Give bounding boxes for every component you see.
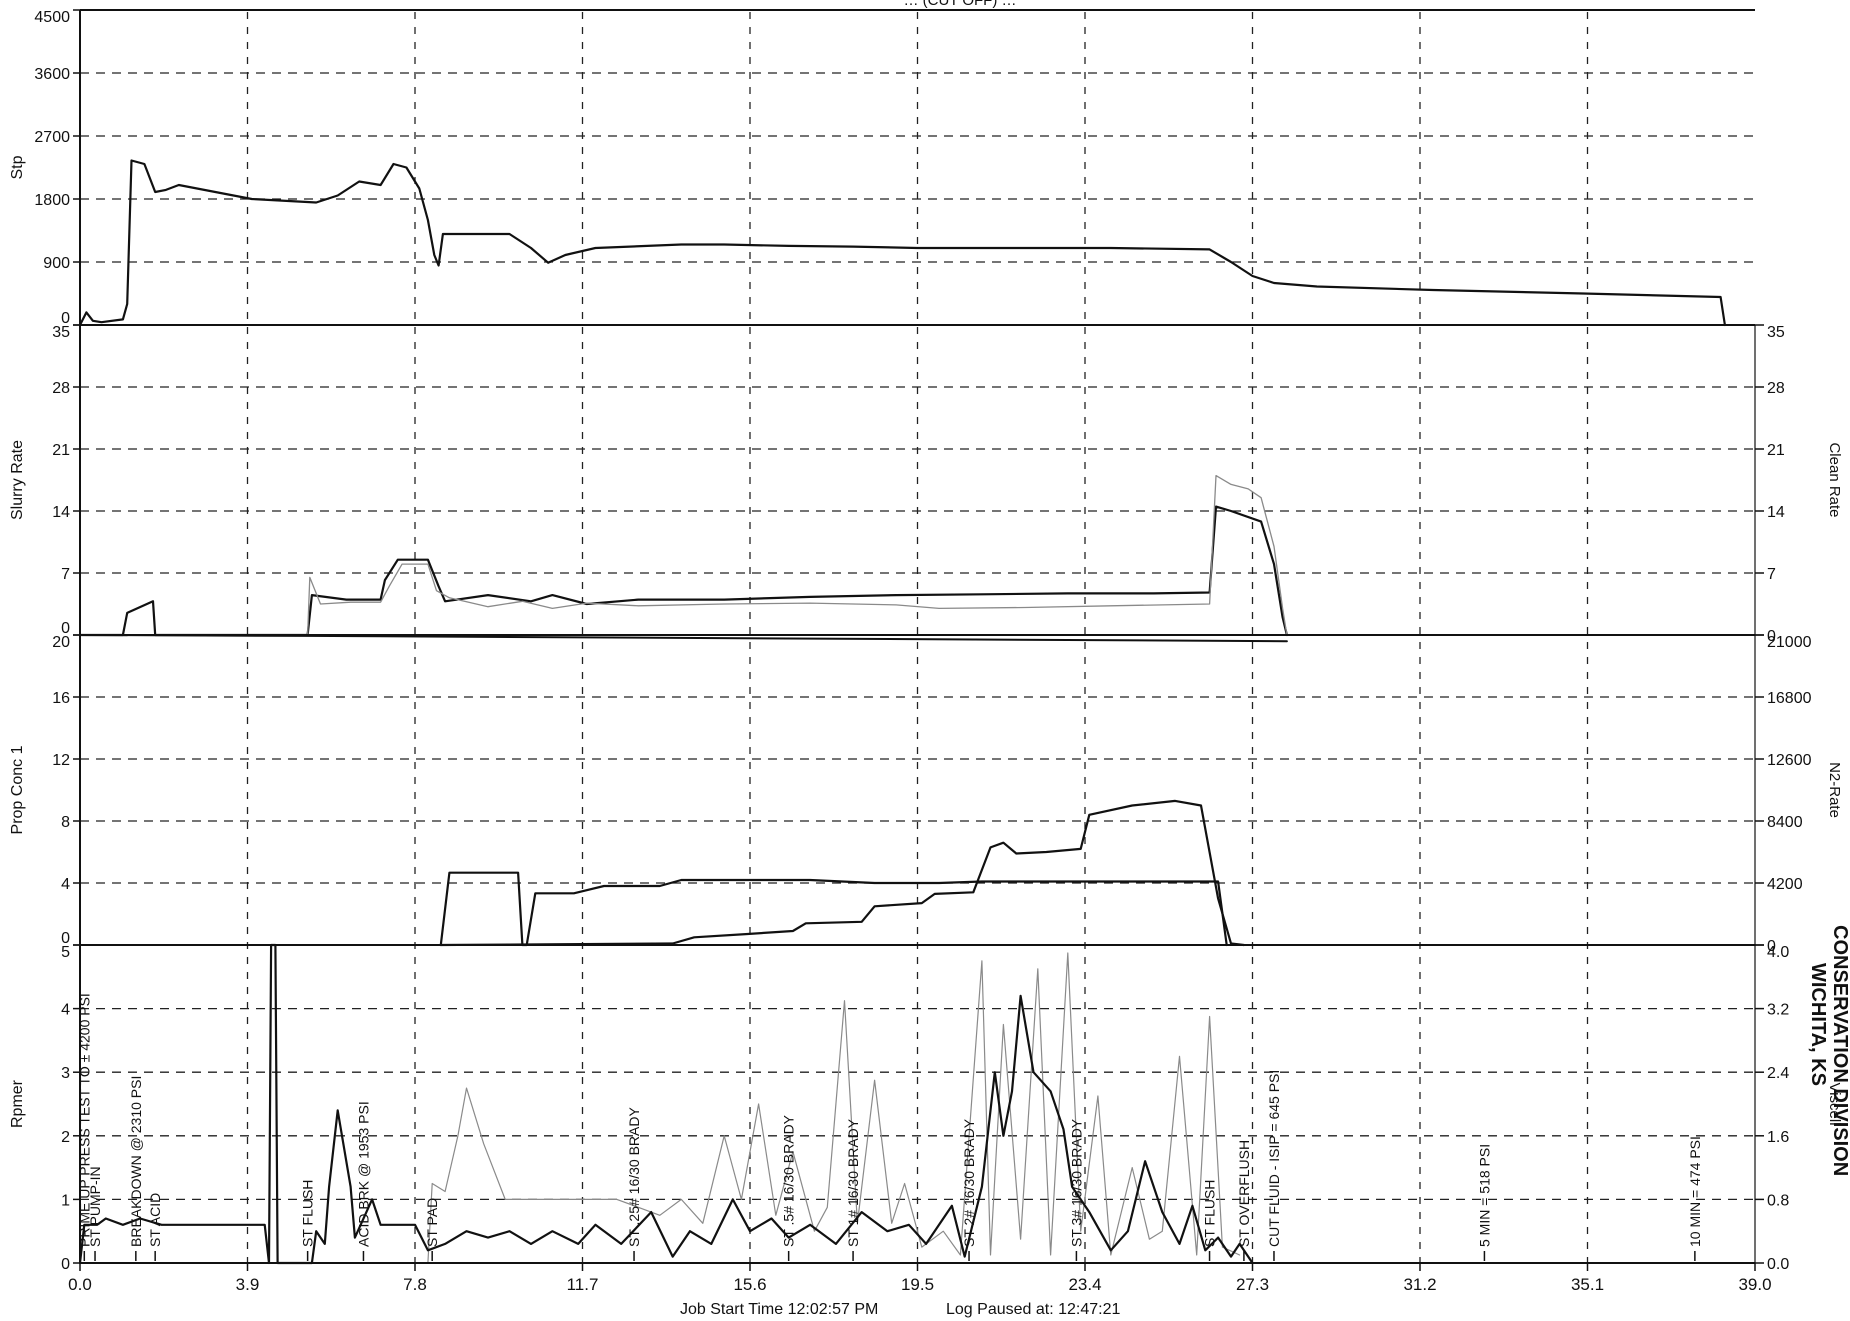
x-tick-label: 19.5 <box>901 1275 934 1294</box>
prop-left-tick-label: 4 <box>61 876 70 893</box>
prop-left-axis-label: Prop Conc 1 <box>9 745 26 834</box>
rpmer-left-tick-label: 1 <box>61 1192 70 1209</box>
rate-right-tick-label: 14 <box>1767 504 1785 521</box>
rate-right-axis-label: Clean Rate <box>1826 442 1843 517</box>
rate-right-tick-label: 35 <box>1767 324 1785 341</box>
prop-right-tick-label: 8400 <box>1767 814 1803 831</box>
stp-left-tick-label: 1800 <box>34 192 70 209</box>
stamp-line-1: CONSERVATION DIVISION <box>1829 925 1850 1176</box>
rate-right-tick-label: 0 <box>1767 628 1776 645</box>
rpmer-right-tick-label: 4.0 <box>1767 944 1789 961</box>
stage-annotation: ST FLUSH <box>1202 1180 1218 1247</box>
prop-right-axis-label: N2-Rate <box>1826 762 1843 818</box>
received-stamp: CONSERVATION DIVISION WICHITA, KS <box>1807 925 1850 1176</box>
stage-annotation: 10 MIN = 474 PSI <box>1687 1136 1703 1247</box>
stage-annotation: ST .25# 16/30 BRADY <box>626 1107 642 1247</box>
stp-left-tick-label: 3600 <box>34 66 70 83</box>
stage-annotation: ACID BRK @ 1953 PSI <box>355 1101 371 1247</box>
prop-right-tick-label: 21000 <box>1767 634 1812 651</box>
prop-right-tick-label: 12600 <box>1767 752 1812 769</box>
stp-series-line <box>78 159 1726 327</box>
rate-right-tick-label: 28 <box>1767 380 1785 397</box>
stage-annotation: ST FLUSH <box>300 1180 316 1247</box>
chart-title: … (CUT OFF) … <box>903 0 1016 9</box>
x-tick-label: 31.2 <box>1403 1275 1436 1294</box>
stage-annotation: ST .5# 16/30 BRADY <box>781 1114 797 1247</box>
prop-left-tick-label: 8 <box>61 814 70 831</box>
rpmer-right-tick-label: 0.8 <box>1767 1192 1789 1209</box>
grid-layer <box>80 12 1755 1263</box>
rpmer-right-tick-label: 1.6 <box>1767 1129 1789 1146</box>
rpmer-left-axis-label: Rpmer <box>9 1079 26 1128</box>
rpmer-left-tick-label: 4 <box>61 1002 70 1019</box>
stage-annotation: ST OVERFLUSH <box>1236 1140 1252 1247</box>
stp-left-tick-label: 2700 <box>34 129 70 146</box>
rate-right-tick-label: 7 <box>1767 566 1776 583</box>
prop-right-tick-label: 0 <box>1767 938 1776 955</box>
rate-left-tick-label: 21 <box>52 442 70 459</box>
x-tick-label: 15.6 <box>733 1275 766 1294</box>
prop-left-tick-label: 16 <box>52 690 70 707</box>
prop-left-tick-label: 20 <box>52 634 70 651</box>
prop-right-tick-label: 16800 <box>1767 690 1812 707</box>
prop-series-n2-rate <box>439 871 1228 947</box>
rpmer-right-axis-label: Viscell <box>1826 1082 1843 1125</box>
stage-annotation: ST ACID <box>147 1193 163 1247</box>
rate-left-tick-label: 0 <box>61 620 70 637</box>
log-paused-time: Log Paused at: 12:47:21 <box>946 1301 1120 1318</box>
stp-left-tick-label: 4500 <box>34 9 70 26</box>
rpmer-left-tick-label: 5 <box>61 944 70 961</box>
x-tick-label: 7.8 <box>403 1275 427 1294</box>
prop-right-tick-label: 4200 <box>1767 876 1803 893</box>
rpmer-series-viscell <box>427 952 1241 1264</box>
rpmer-left-tick-label: 2 <box>61 1129 70 1146</box>
rpmer-right-tick-label: 2.4 <box>1767 1065 1789 1082</box>
rpmer-right-tick-label: 0.0 <box>1767 1256 1789 1273</box>
axis-layer: 0.0 3.9 7.8 11.7 15.6 19.5 23.4 27.3 31.2 35.1 39.… <box>9 9 1843 1294</box>
rpmer-right-tick-label: 3.2 <box>1767 1002 1789 1019</box>
rate-left-tick-label: 7 <box>61 566 70 583</box>
stage-annotation: ST 1# 16/30 BRADY <box>845 1118 861 1247</box>
rpmer-left-tick-label: 3 <box>61 1065 70 1082</box>
stp-left-axis-label: Stp <box>9 155 26 179</box>
x-tick-label: 0.0 <box>68 1275 92 1294</box>
stage-annotation: ST PAD <box>424 1198 440 1247</box>
rpmer-series-rpmer <box>78 943 1254 1265</box>
stage-annotation: CUT FLUID - ISIP = 645 PSI <box>1266 1070 1282 1247</box>
prop-left-tick-label: 12 <box>52 752 70 769</box>
stage-annotation: ST 3# 16/30 BRADY <box>1068 1118 1084 1247</box>
x-tick-label: 11.7 <box>567 1275 599 1294</box>
stage-annotation: ST PUMP-IN <box>87 1166 103 1247</box>
rate-left-tick-label: 14 <box>52 504 70 521</box>
stp-left-tick-label: 0 <box>61 310 70 327</box>
prop-left-tick-label: 0 <box>61 930 70 947</box>
rate-series-clean-rate <box>306 474 1288 636</box>
stage-annotation: ST 2# 16/30 BRADY <box>961 1118 977 1247</box>
rate-left-tick-label: 28 <box>52 380 70 397</box>
x-tick-label: 39.0 <box>1738 1275 1771 1294</box>
rate-left-tick-label: 35 <box>52 324 70 341</box>
x-tick-label: 23.4 <box>1068 1275 1101 1294</box>
stp-left-tick-label: 900 <box>43 255 70 272</box>
prop-series-prop-conc-1 <box>439 799 1245 947</box>
stage-annotation: 5 MIN = 518 PSI <box>1476 1144 1492 1247</box>
rpmer-left-tick-label: 0 <box>61 1256 70 1273</box>
rate-left-axis-label: Slurry Rate <box>9 440 26 520</box>
x-tick-label: 3.9 <box>236 1275 260 1294</box>
x-tick-label: 35.1 <box>1571 1275 1604 1294</box>
rate-series-slurry-rate <box>78 505 1288 637</box>
rate-right-tick-label: 21 <box>1767 442 1785 459</box>
job-start-time: Job Start Time 12:02:57 PM <box>680 1301 878 1318</box>
stage-annotation: BREAKDOWN @ 2310 PSI <box>128 1076 144 1247</box>
x-tick-label: 27.3 <box>1236 1275 1269 1294</box>
stamp-line-2: WICHITA, KS <box>1807 963 1829 1086</box>
